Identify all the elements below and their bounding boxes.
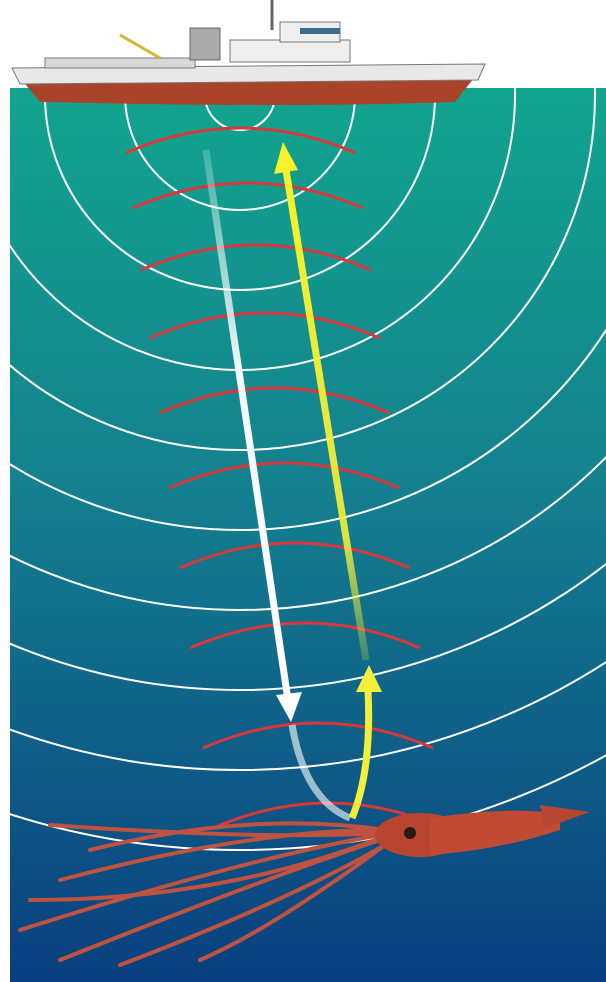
sound-pulse	[140, 243, 372, 272]
sound-pulse	[125, 126, 357, 155]
outgoing-signal	[202, 149, 352, 822]
sound-pulse	[132, 181, 364, 210]
sound-pulse	[202, 721, 434, 750]
sound-pulse	[189, 621, 421, 650]
sonar-ring	[10, 88, 596, 451]
sound-pulse	[149, 311, 381, 340]
research-ship	[11, 0, 486, 105]
sonar-ring	[0, 0, 606, 690]
giant-squid	[18, 805, 590, 967]
sonar-ring	[0, 0, 606, 850]
sound-pulse	[168, 461, 400, 490]
sonar-ring	[0, 0, 606, 770]
sonar-ring	[0, 0, 606, 610]
sound-pulses	[125, 126, 444, 830]
echo-signal	[274, 142, 382, 820]
sonar-ring	[0, 0, 606, 530]
sound-pulse	[158, 386, 391, 415]
sound-pulse	[179, 541, 411, 570]
